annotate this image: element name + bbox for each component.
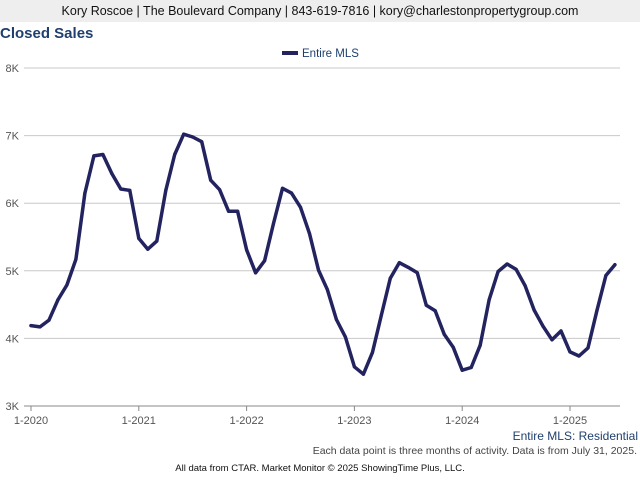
y-axis-ticks: 3K 4K 5K 6K 7K 8K [6, 63, 20, 413]
series-entire-mls [29, 132, 617, 376]
data-point [415, 271, 419, 275]
data-point [613, 263, 617, 267]
x-tick-label: 1-2025 [553, 415, 587, 427]
data-point [397, 261, 401, 265]
data-point [209, 178, 213, 182]
data-point [164, 188, 168, 192]
data-point [505, 262, 509, 266]
chart-caption: Entire MLS: Residential [512, 429, 638, 443]
data-point [316, 268, 321, 272]
data-point [388, 276, 392, 280]
data-point [227, 209, 231, 213]
data-point [280, 186, 285, 190]
data-point [433, 309, 437, 313]
data-point [424, 303, 428, 307]
credit-line: All data from CTAR. Market Monitor © 202… [175, 463, 465, 474]
y-tick-label: 4K [6, 333, 20, 345]
x-tick-label: 1-2022 [229, 415, 263, 427]
data-point [236, 209, 240, 213]
gridlines [24, 67, 620, 407]
contact-text: Kory Roscoe | The Boulevard Company | 84… [61, 4, 579, 18]
data-point [379, 313, 383, 317]
x-axis-ticks: 1-2020 1-2021 1-2022 1-2023 1-2024 1-2025 [14, 406, 587, 427]
data-point [29, 324, 33, 328]
data-point [298, 205, 303, 209]
data-point [65, 283, 69, 287]
legend-label-entire-mls: Entire MLS [302, 48, 359, 60]
data-point [325, 288, 329, 292]
data-point [406, 265, 410, 269]
data-point [532, 308, 536, 312]
data-point [370, 351, 374, 355]
data-point [182, 132, 186, 136]
data-point [271, 221, 276, 226]
data-point [343, 335, 347, 339]
data-point [451, 345, 455, 349]
data-point [128, 188, 132, 192]
data-point [38, 325, 42, 329]
data-point [577, 354, 581, 358]
data-point [289, 191, 294, 195]
data-point [245, 248, 249, 252]
data-point [56, 298, 60, 302]
data-point [550, 338, 554, 342]
data-point [307, 232, 312, 236]
data-point [514, 267, 518, 271]
data-point [442, 332, 446, 336]
data-point [604, 273, 608, 278]
data-point [263, 259, 267, 263]
data-point [523, 284, 527, 288]
data-point [110, 171, 114, 176]
y-tick-label: 8K [6, 63, 20, 75]
x-tick-label: 1-2020 [14, 415, 48, 427]
data-point [460, 368, 464, 372]
x-tick-label: 1-2021 [122, 415, 156, 427]
contact-bar: Kory Roscoe | The Boulevard Company | 84… [0, 0, 640, 22]
chart-title: Closed Sales [0, 25, 94, 42]
x-tick-label: 1-2024 [445, 415, 479, 427]
data-note: Each data point is three months of activ… [312, 445, 637, 457]
data-point [146, 247, 150, 251]
data-point [595, 309, 599, 313]
data-point [92, 154, 96, 158]
data-point [173, 152, 177, 157]
data-point [361, 372, 365, 376]
data-point [568, 350, 572, 354]
data-point [541, 324, 545, 328]
y-tick-label: 5K [6, 266, 20, 278]
data-point [83, 191, 87, 195]
data-point [101, 152, 105, 157]
data-point [155, 239, 159, 243]
data-point [469, 365, 473, 370]
data-point [334, 317, 338, 322]
data-point [559, 329, 563, 333]
data-point [478, 343, 482, 347]
y-tick-label: 7K [6, 131, 20, 143]
x-tick-label: 1-2023 [337, 415, 371, 427]
data-point [586, 346, 590, 350]
data-point [487, 298, 491, 302]
data-point [191, 135, 195, 139]
data-point [200, 140, 204, 144]
data-point [137, 236, 141, 240]
y-tick-label: 3K [6, 401, 20, 413]
data-point [352, 365, 356, 369]
data-point [74, 257, 78, 261]
legend: Entire MLS [282, 48, 359, 60]
data-point [47, 318, 51, 322]
data-point [496, 269, 500, 274]
data-point [254, 271, 258, 275]
data-point [218, 188, 222, 192]
y-tick-label: 6K [6, 198, 20, 210]
data-point [119, 187, 123, 191]
